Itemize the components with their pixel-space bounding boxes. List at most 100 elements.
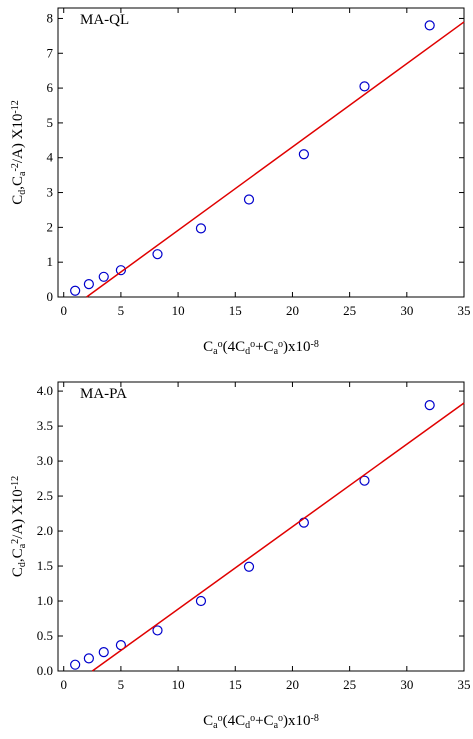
y-tick-label: 8 xyxy=(47,10,54,25)
x-axis-label-part: d xyxy=(245,346,250,357)
y-tick-label: 2 xyxy=(47,219,54,234)
x-tick-label: 15 xyxy=(229,303,242,318)
annotation: MA-PA xyxy=(80,386,127,402)
x-axis-label-part: a xyxy=(213,720,218,731)
x-tick-label: 20 xyxy=(286,677,299,692)
data-point xyxy=(424,20,435,31)
x-tick-label: 10 xyxy=(172,677,185,692)
x-axis-label-part: o xyxy=(218,713,223,724)
data-point xyxy=(359,475,370,486)
x-tick-label: 10 xyxy=(172,303,185,318)
data-point xyxy=(98,647,109,658)
y-axis-label-part: -12 xyxy=(10,100,21,113)
data-point xyxy=(98,271,109,282)
x-tick-label: 0 xyxy=(60,303,67,318)
y-tick-label: 0 xyxy=(47,289,54,304)
x-axis-label-part: -8 xyxy=(311,339,319,350)
data-point xyxy=(70,285,81,296)
y-tick-label: 1.5 xyxy=(37,558,53,573)
fit-line xyxy=(91,402,465,672)
x-axis-label-part: (4C xyxy=(223,339,246,355)
x-axis-label-part: +C xyxy=(255,713,273,729)
y-axis-label-part: d xyxy=(17,190,28,195)
y-tick-label: 3.0 xyxy=(37,453,53,468)
fit-line xyxy=(86,21,465,298)
x-axis-label-part: o xyxy=(250,713,255,724)
y-axis-label-part: C xyxy=(10,195,26,205)
y-tick-label: 5 xyxy=(47,115,54,130)
x-tick-label: 5 xyxy=(118,677,125,692)
y-tick-label: 3.5 xyxy=(37,418,53,433)
x-tick-label: 0 xyxy=(60,677,67,692)
x-axis-label-part: a xyxy=(213,346,218,357)
x-axis-label-part: (4C xyxy=(223,713,246,729)
y-axis-label-part: C xyxy=(10,567,26,577)
x-axis-label-part: )x10 xyxy=(283,339,311,355)
data-point xyxy=(195,223,207,234)
x-axis-label-part: d xyxy=(245,720,250,731)
x-axis-label-part: o xyxy=(278,339,283,350)
data-point xyxy=(243,194,255,205)
y-axis-label-part: a xyxy=(17,543,28,548)
y-axis-label-part: /A) X10 xyxy=(10,489,26,539)
y-axis-label-part: -2 xyxy=(10,163,21,171)
data-point xyxy=(70,659,81,670)
data-point xyxy=(152,249,163,260)
y-tick-label: 2.5 xyxy=(37,488,53,503)
x-tick-label: 30 xyxy=(400,303,413,318)
y-tick-label: 4 xyxy=(47,150,54,165)
y-tick-label: 2.0 xyxy=(37,523,53,538)
x-tick-label: 15 xyxy=(229,677,242,692)
x-tick-label: 30 xyxy=(400,677,413,692)
data-point xyxy=(424,399,435,411)
y-axis-label: Cd,Ca2/A) X10-12 xyxy=(10,476,28,577)
x-axis-label-part: C xyxy=(203,713,213,729)
y-tick-label: 3 xyxy=(47,185,54,200)
x-tick-label: 35 xyxy=(458,303,471,318)
y-tick-label: 0.0 xyxy=(37,663,53,678)
data-point xyxy=(195,595,207,607)
x-tick-label: 20 xyxy=(286,303,299,318)
x-tick-label: 35 xyxy=(458,677,471,692)
y-axis-label-part: -12 xyxy=(10,476,21,489)
x-axis-label-part: -8 xyxy=(311,713,319,724)
x-axis-label-part: o xyxy=(278,713,283,724)
y-tick-label: 7 xyxy=(47,45,54,60)
data-point xyxy=(243,561,255,572)
x-tick-label: 5 xyxy=(118,303,125,318)
data-point xyxy=(359,81,370,92)
x-axis-label-part: C xyxy=(203,339,213,355)
y-tick-label: 1.0 xyxy=(37,593,53,608)
annotation: MA-QL xyxy=(80,12,129,28)
y-axis-label-part: /A) X10 xyxy=(10,114,26,164)
y-tick-label: 4.0 xyxy=(37,383,53,398)
x-axis-label: Cao(4Cdo+Cao)x10-8 xyxy=(203,339,319,357)
data-point xyxy=(152,625,163,636)
x-axis-label-part: o xyxy=(250,339,255,350)
x-axis-label: Cao(4Cdo+Cao)x10-8 xyxy=(203,713,319,731)
x-axis-label-part: o xyxy=(218,339,223,350)
data-point xyxy=(115,265,127,276)
data-point xyxy=(298,149,309,160)
plot-frame xyxy=(57,381,465,672)
x-tick-label: 25 xyxy=(343,677,356,692)
y-axis-label-part: ,C xyxy=(10,548,26,562)
y-tick-label: 1 xyxy=(47,254,54,269)
y-tick-label: 6 xyxy=(47,80,54,95)
x-axis-label-part: a xyxy=(274,346,279,357)
x-axis-label-part: a xyxy=(274,720,279,731)
y-axis-label-part: ,C xyxy=(10,176,26,190)
y-axis-label-part: d xyxy=(17,562,28,567)
plot-frame xyxy=(57,7,465,298)
x-axis-label-part: +C xyxy=(255,339,273,355)
y-axis-label-part: a xyxy=(17,171,28,176)
data-point xyxy=(83,279,94,290)
y-tick-label: 0.5 xyxy=(37,628,53,643)
y-axis-label-part: 2 xyxy=(10,539,21,544)
data-point xyxy=(298,517,309,528)
y-axis-label: Cd,Ca-2/A) X10-12 xyxy=(10,100,28,205)
x-axis-label-part: )x10 xyxy=(283,713,311,729)
x-tick-label: 25 xyxy=(343,303,356,318)
data-point xyxy=(83,653,94,664)
